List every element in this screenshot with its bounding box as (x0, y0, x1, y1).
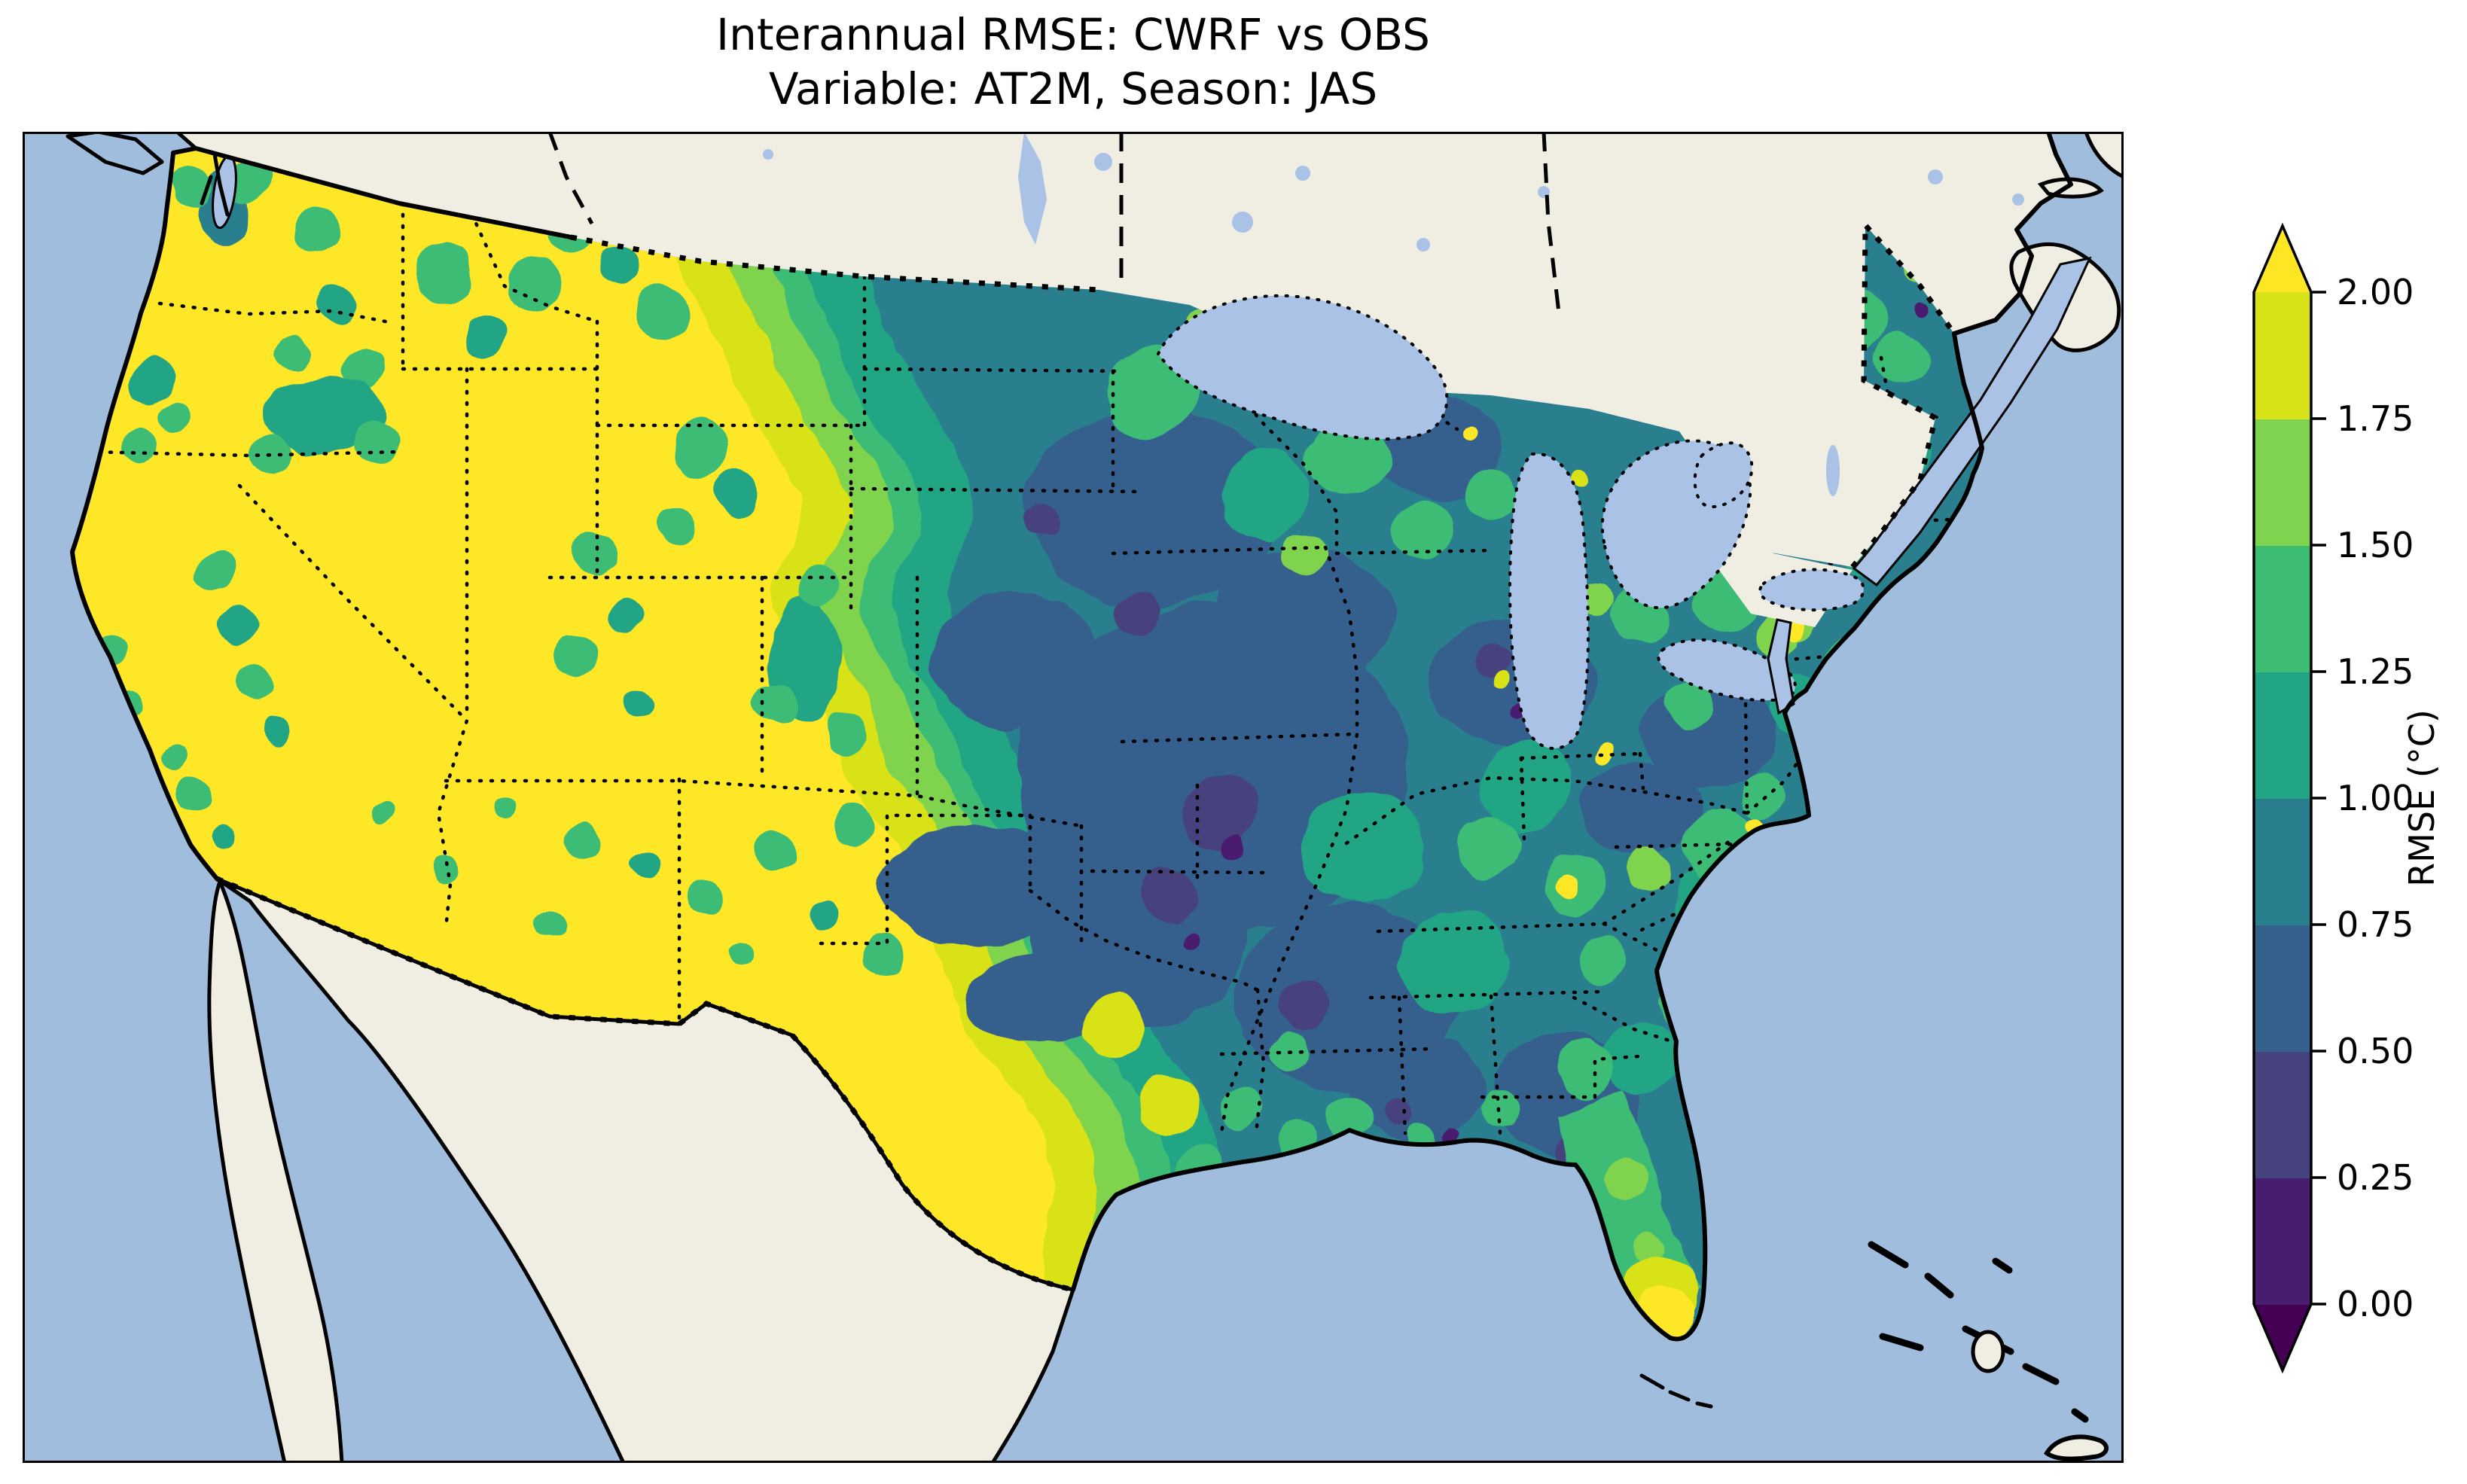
great-lakes (1156, 294, 1865, 751)
islands (1639, 1241, 2109, 1461)
canada-land (177, 132, 2071, 567)
figure-title-line2: Variable: AT2M, Season: JAS (768, 63, 1378, 114)
colorbar-over-arrow (2254, 226, 2311, 292)
lake-ontario (1758, 568, 1865, 612)
figure-title-line1: Interannual RMSE: CWRF vs OBS (716, 9, 1430, 60)
colorbar-tick-label: 1.00 (2337, 778, 2414, 818)
lake-michigan (1508, 452, 1590, 751)
baja-peninsula (207, 876, 344, 1463)
chesapeake-bay (1767, 618, 1795, 715)
colorbar-segment (2254, 419, 2311, 546)
colorbar-tick-label: 0.50 (2337, 1031, 2414, 1071)
colorbar-axis-label: RMSE (°C) (2401, 709, 2442, 887)
colorbar-segment (2254, 798, 2311, 925)
colorbar-segment (2254, 292, 2311, 419)
colorbar-tick-label: 1.50 (2337, 525, 2414, 565)
colorbar-segment (2254, 672, 2311, 799)
colorbar-tick-label: 1.75 (2337, 398, 2414, 439)
colorbar: 2.00 1.75 1.50 1.25 1.00 0.75 0.50 0.25 0.00 RMSE… (2252, 222, 2442, 1374)
colorbar-tick-label: 2.00 (2337, 272, 2414, 312)
lake-champlain (1826, 445, 1840, 496)
colorbar-segment (2254, 1178, 2311, 1305)
georgian-bay (1693, 441, 1754, 509)
colorbar-under-arrow (2254, 1304, 2311, 1370)
lake-superior (1156, 294, 1449, 441)
coastlines (66, 132, 2073, 1342)
colorbar-tick-label: 0.00 (2337, 1284, 2414, 1324)
colorbar-segment (2254, 925, 2311, 1052)
colorbar-segment (2254, 545, 2311, 672)
colorbar-segment (2254, 1051, 2311, 1178)
colorbar-tick-label: 0.25 (2337, 1157, 2414, 1198)
canada-lakes (763, 132, 2024, 251)
colorbar-tick-label: 0.75 (2337, 904, 2414, 945)
colorbar-tick-label: 1.25 (2337, 651, 2414, 692)
map-panel (23, 132, 2124, 1463)
country-borders (194, 132, 1956, 1293)
figure-title: Interannual RMSE: CWRF vs OBS Variable: … (23, 8, 2124, 116)
map-frame (23, 132, 2124, 1463)
st-lawrence-river (1852, 256, 2092, 587)
